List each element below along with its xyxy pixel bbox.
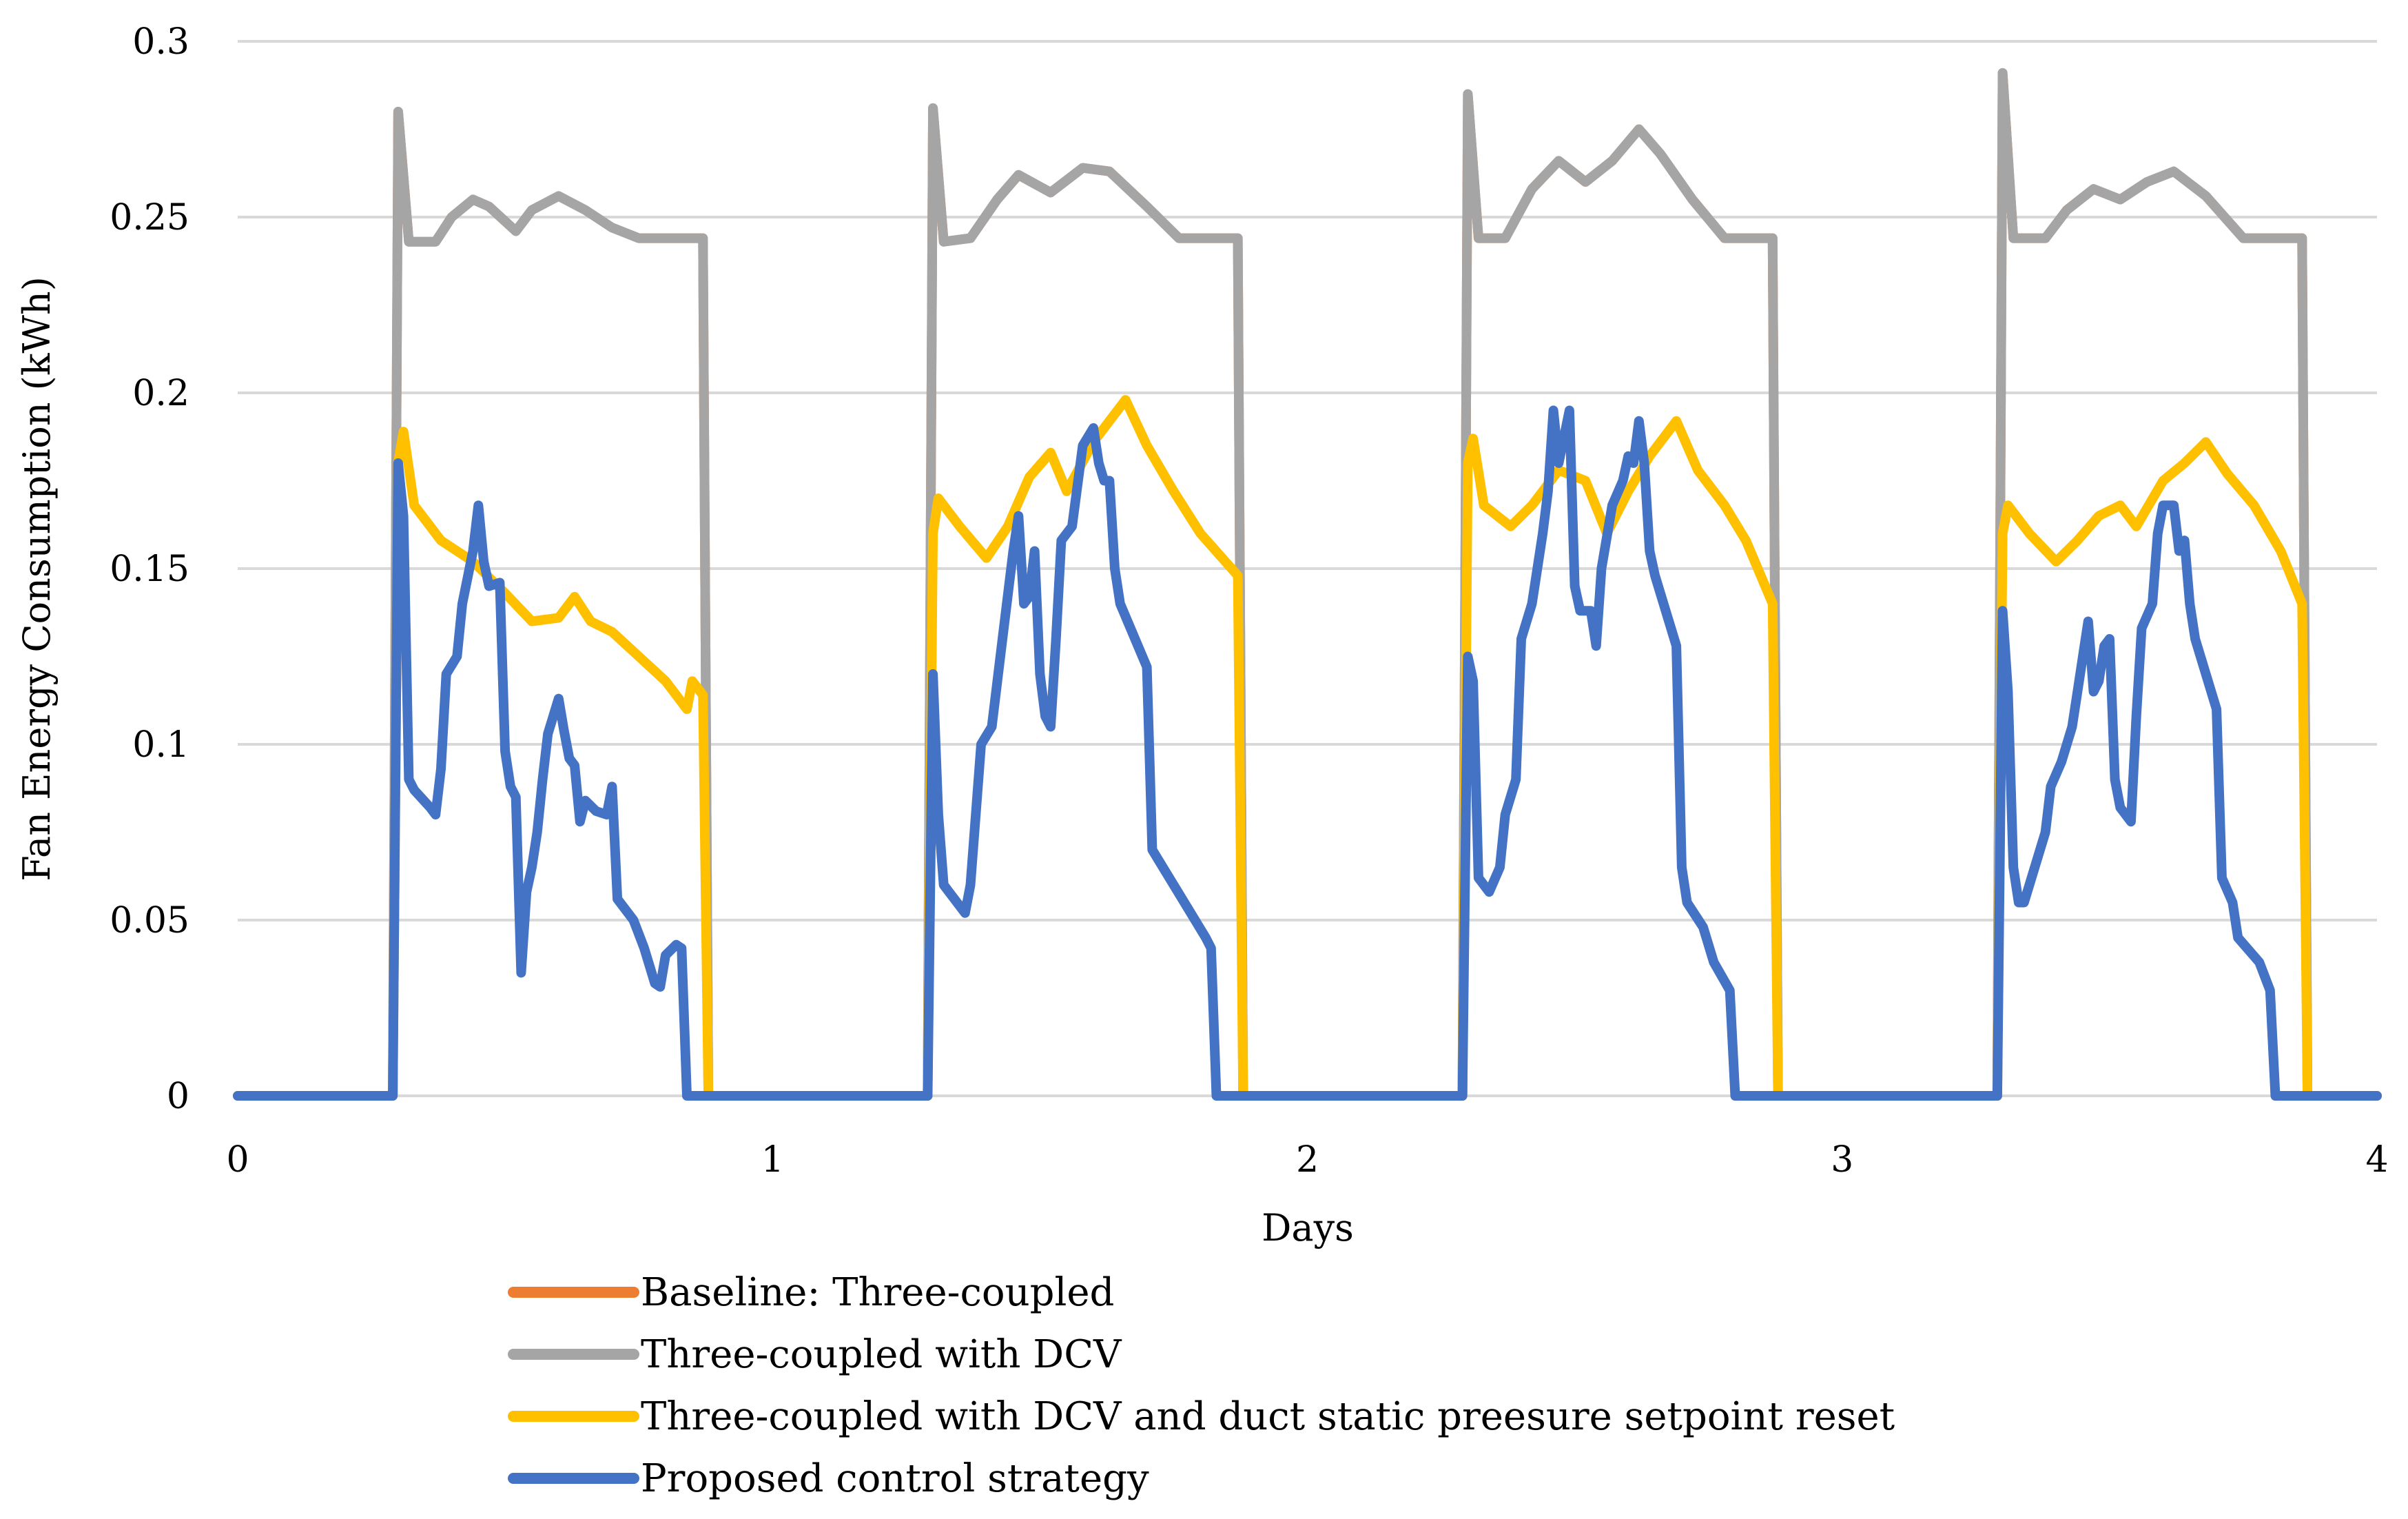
series-layer [233, 68, 2382, 1101]
series-line-4 [233, 405, 2382, 1101]
x-tick-label: 1 [761, 1139, 784, 1181]
x-tick-label: 3 [1831, 1139, 1853, 1181]
legend-label-3: Three-coupled with DCV and duct static p… [641, 1394, 1895, 1439]
x-axis-ticks: 0 1 2 3 4 [226, 1139, 2388, 1181]
y-tick-label: 0.15 [110, 549, 189, 590]
y-tick-label: 0.3 [132, 21, 189, 63]
x-tick-label: 2 [1296, 1139, 1319, 1181]
y-tick-label: 0.1 [132, 724, 189, 766]
series-line-3 [233, 395, 2382, 1101]
x-tick-label: 4 [2365, 1139, 2388, 1181]
legend-label-1: Baseline: Three-coupled [641, 1270, 1114, 1315]
y-axis-ticks: 0 0.05 0.1 0.15 0.2 0.25 0.3 [110, 21, 189, 1117]
y-tick-label: 0.25 [110, 197, 189, 238]
y-tick-label: 0.05 [110, 900, 189, 941]
x-tick-label: 0 [226, 1139, 249, 1181]
x-axis-title: Days [1262, 1206, 1354, 1250]
y-tick-label: 0 [167, 1076, 189, 1117]
legend-label-4: Proposed control strategy [641, 1456, 1149, 1501]
legend: Baseline: Three-coupled Three-coupled wit… [508, 1270, 1895, 1501]
series-line-2 [233, 68, 2382, 1101]
legend-label-2: Three-coupled with DCV [641, 1332, 1122, 1377]
y-tick-label: 0.2 [132, 373, 189, 414]
y-axis-title: Fan Energy Consumption (kWh) [15, 276, 59, 881]
